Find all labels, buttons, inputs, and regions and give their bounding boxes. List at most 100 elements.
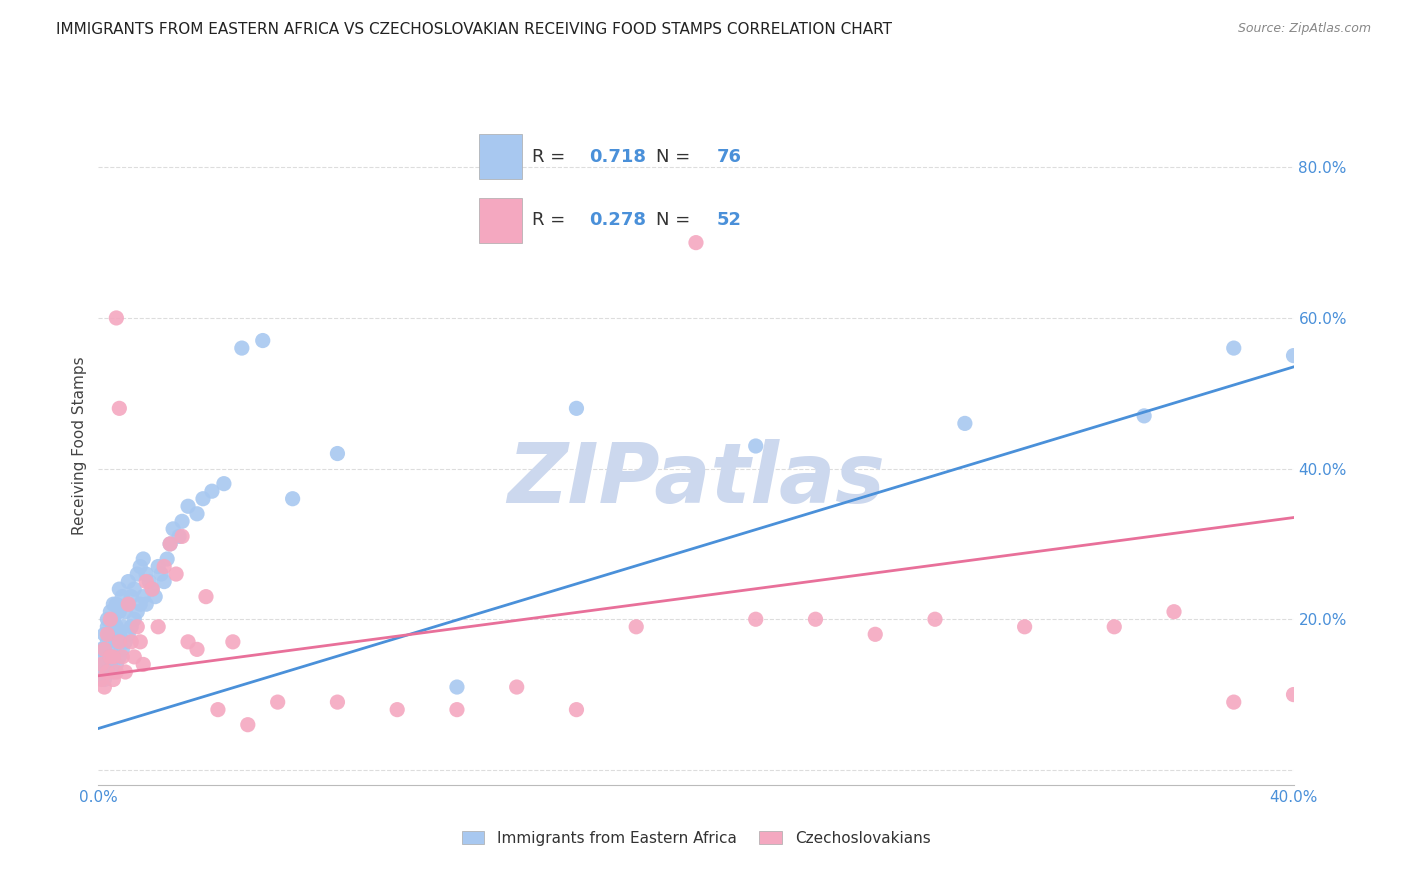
Point bbox=[103, 665, 125, 679]
Point bbox=[96, 635, 118, 649]
Point bbox=[201, 484, 224, 499]
Point bbox=[132, 657, 155, 672]
Text: ZIPatlas: ZIPatlas bbox=[508, 440, 884, 520]
Point bbox=[105, 310, 128, 325]
Point bbox=[96, 649, 118, 664]
Point bbox=[236, 717, 259, 731]
Point bbox=[745, 612, 768, 626]
Point bbox=[93, 680, 115, 694]
Point bbox=[1133, 409, 1156, 423]
Y-axis label: Receiving Food Stamps: Receiving Food Stamps bbox=[72, 357, 87, 535]
Point bbox=[111, 620, 134, 634]
Point bbox=[138, 574, 160, 589]
Point bbox=[108, 401, 131, 416]
Point bbox=[120, 635, 142, 649]
Point bbox=[1223, 341, 1246, 355]
Point bbox=[1014, 620, 1036, 634]
Text: IMMIGRANTS FROM EASTERN AFRICA VS CZECHOSLOVAKIAN RECEIVING FOOD STAMPS CORRELAT: IMMIGRANTS FROM EASTERN AFRICA VS CZECHO… bbox=[56, 22, 893, 37]
Point bbox=[1104, 620, 1126, 634]
Point bbox=[626, 620, 648, 634]
Point bbox=[159, 537, 181, 551]
Point bbox=[105, 597, 128, 611]
Point bbox=[103, 649, 125, 664]
Point bbox=[124, 582, 146, 596]
Point bbox=[1163, 605, 1185, 619]
Point bbox=[159, 537, 181, 551]
Point bbox=[127, 620, 149, 634]
Point bbox=[953, 417, 976, 431]
Point bbox=[252, 334, 274, 348]
Point bbox=[446, 680, 468, 694]
Point bbox=[281, 491, 304, 506]
Point bbox=[129, 635, 152, 649]
Point bbox=[191, 491, 214, 506]
Point bbox=[111, 590, 134, 604]
Point bbox=[98, 627, 122, 641]
Point bbox=[103, 649, 125, 664]
Point bbox=[90, 673, 112, 687]
Point bbox=[222, 635, 245, 649]
Point bbox=[132, 552, 155, 566]
Point bbox=[212, 476, 235, 491]
Point bbox=[117, 597, 139, 611]
Point bbox=[153, 574, 176, 589]
Point bbox=[172, 514, 194, 528]
Point bbox=[135, 567, 157, 582]
Point bbox=[111, 642, 134, 657]
Point bbox=[143, 590, 166, 604]
Point bbox=[148, 620, 170, 634]
Point bbox=[165, 567, 187, 582]
Point bbox=[385, 703, 409, 717]
Point bbox=[93, 642, 115, 657]
Point bbox=[120, 590, 142, 604]
Point bbox=[90, 665, 112, 679]
Point bbox=[108, 635, 131, 649]
Point bbox=[96, 665, 118, 679]
Point bbox=[93, 657, 115, 672]
Point bbox=[103, 673, 125, 687]
Point bbox=[117, 627, 139, 641]
Point bbox=[150, 567, 173, 582]
Point bbox=[326, 695, 349, 709]
Point bbox=[98, 612, 122, 626]
Point bbox=[172, 529, 194, 543]
Point bbox=[98, 605, 122, 619]
Point bbox=[924, 612, 946, 626]
Point bbox=[129, 559, 152, 574]
Point bbox=[186, 642, 208, 657]
Point bbox=[120, 620, 142, 634]
Point bbox=[105, 620, 128, 634]
Point bbox=[105, 657, 128, 672]
Point bbox=[148, 559, 170, 574]
Point bbox=[135, 597, 157, 611]
Point bbox=[108, 627, 131, 641]
Point bbox=[195, 590, 218, 604]
Point bbox=[93, 627, 115, 641]
Point bbox=[1282, 349, 1305, 363]
Point bbox=[565, 703, 588, 717]
Point bbox=[117, 597, 139, 611]
Point bbox=[93, 673, 115, 687]
Point bbox=[326, 446, 349, 460]
Point bbox=[177, 500, 200, 514]
Point bbox=[108, 582, 131, 596]
Point bbox=[446, 703, 468, 717]
Point bbox=[267, 695, 290, 709]
Point bbox=[111, 649, 134, 664]
Point bbox=[186, 507, 208, 521]
Point bbox=[129, 597, 152, 611]
Point bbox=[103, 627, 125, 641]
Point bbox=[108, 605, 131, 619]
Point bbox=[207, 703, 229, 717]
Point bbox=[96, 612, 118, 626]
Point bbox=[162, 522, 184, 536]
Point bbox=[565, 401, 588, 416]
Point bbox=[685, 235, 707, 250]
Point bbox=[93, 642, 115, 657]
Point bbox=[96, 665, 118, 679]
Point bbox=[156, 552, 179, 566]
Point bbox=[865, 627, 887, 641]
Point bbox=[98, 649, 122, 664]
Point bbox=[114, 635, 136, 649]
Point bbox=[90, 642, 112, 657]
